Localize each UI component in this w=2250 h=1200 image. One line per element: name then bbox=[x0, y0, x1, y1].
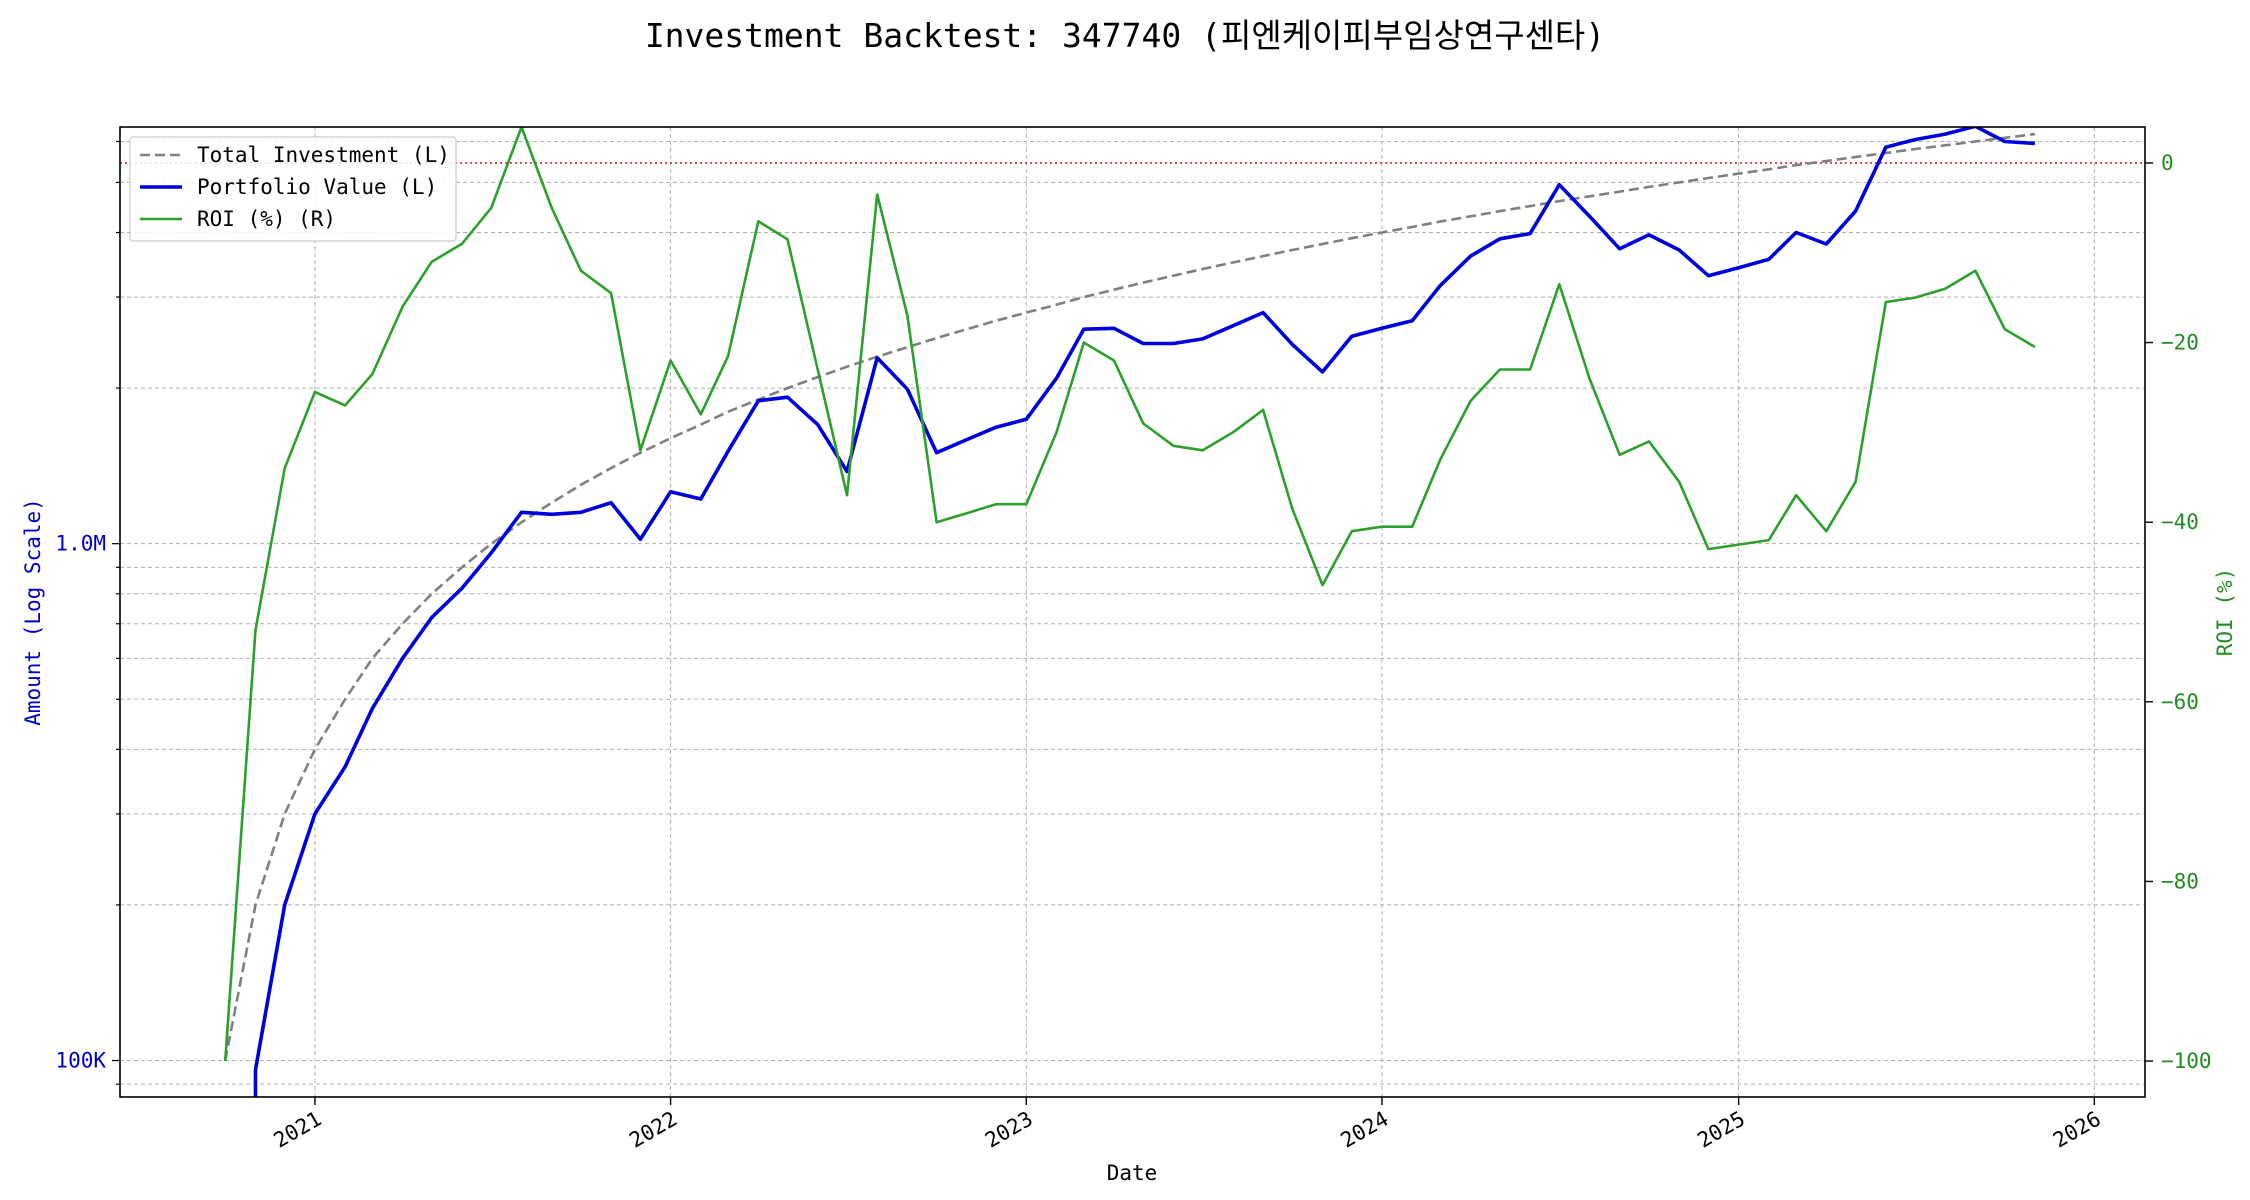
y-left-tick-label: 1.0M bbox=[55, 532, 106, 556]
legend-label: ROI (%) (R) bbox=[197, 207, 336, 231]
y-right-tick-label: −60 bbox=[2161, 690, 2199, 714]
x-axis-label: Date bbox=[1107, 1161, 1158, 1185]
y-right-tick-label: −80 bbox=[2161, 869, 2199, 893]
legend: Total Investment (L) Portfolio Value (L) R… bbox=[129, 136, 457, 242]
axes: 2021 2022 2023 2024 2025 2026 100K 1.0M 0 −20 −40 −… bbox=[55, 140, 2212, 1153]
grid-lines bbox=[120, 127, 2145, 1097]
plot-frame bbox=[119, 126, 2146, 1098]
x-tick-label: 2025 bbox=[1693, 1107, 1749, 1153]
y-right-tick-label: −40 bbox=[2161, 510, 2199, 534]
chart-title: Investment Backtest: 347740 (피엔케이피부임상연구센… bbox=[645, 16, 1605, 55]
y-left-tick-label: 100K bbox=[55, 1049, 106, 1073]
x-tick-label: 2021 bbox=[270, 1107, 326, 1153]
y-right-tick-label: 0 bbox=[2161, 151, 2174, 175]
x-tick-label: 2022 bbox=[625, 1107, 681, 1153]
series-line-2 bbox=[223, 127, 2036, 1062]
legend-label: Total Investment (L) bbox=[197, 143, 450, 167]
series-layer bbox=[120, 127, 2145, 1097]
x-tick-label: 2026 bbox=[2049, 1107, 2105, 1153]
y-right-tick-label: −100 bbox=[2161, 1049, 2212, 1073]
x-tick-label: 2024 bbox=[1337, 1107, 1393, 1153]
series-line-0 bbox=[223, 132, 2036, 1061]
y-right-tick-label: −20 bbox=[2161, 331, 2199, 355]
legend-box bbox=[129, 136, 457, 242]
x-tick-label: 2023 bbox=[981, 1107, 1037, 1153]
y-axis-right-label: ROI (%) bbox=[2213, 568, 2237, 657]
series-line-1 bbox=[253, 127, 2036, 1097]
y-axis-left-label: Amount (Log Scale) bbox=[21, 498, 45, 726]
legend-label: Portfolio Value (L) bbox=[197, 175, 437, 199]
